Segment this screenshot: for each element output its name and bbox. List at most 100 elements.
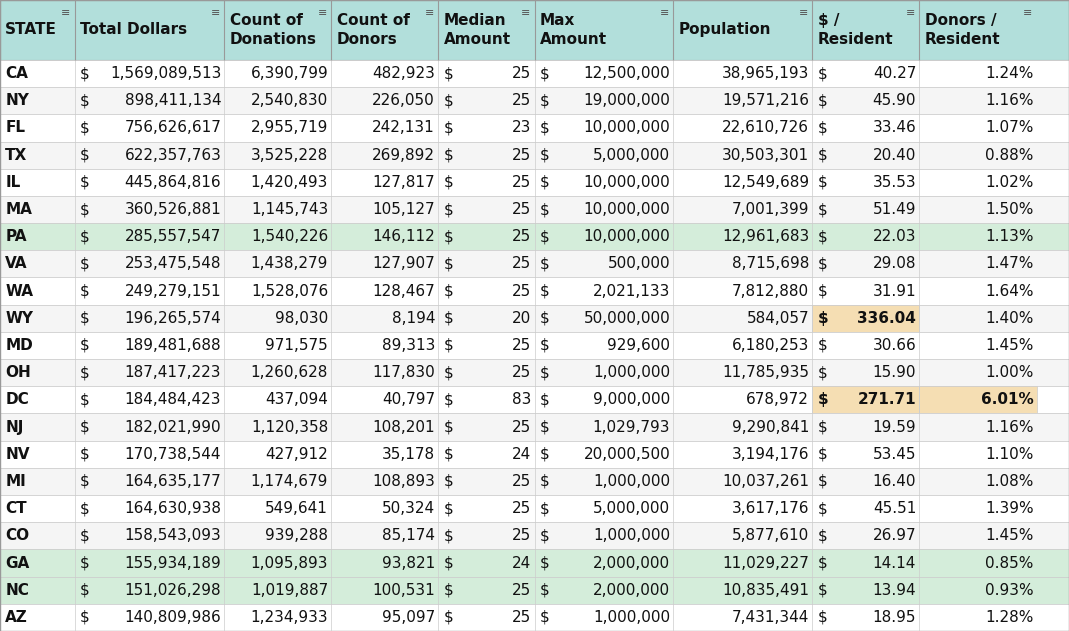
Text: MA: MA [5, 202, 32, 217]
Text: OH: OH [5, 365, 31, 380]
Text: $: $ [818, 311, 828, 326]
Text: 1,029,793: 1,029,793 [593, 420, 670, 435]
Text: PA: PA [5, 229, 27, 244]
Text: DC: DC [5, 392, 29, 408]
Text: 105,127: 105,127 [372, 202, 435, 217]
Text: $: $ [540, 501, 549, 516]
Text: $: $ [444, 148, 453, 163]
Text: 1.10%: 1.10% [986, 447, 1034, 462]
Text: $: $ [80, 175, 90, 190]
Text: 1,145,743: 1,145,743 [251, 202, 328, 217]
Text: 10,000,000: 10,000,000 [584, 202, 670, 217]
Text: $: $ [444, 610, 453, 625]
Text: 482,923: 482,923 [372, 66, 435, 81]
Text: 10,037,261: 10,037,261 [723, 474, 809, 489]
Text: 151,026,298: 151,026,298 [125, 582, 221, 598]
Text: NY: NY [5, 93, 29, 109]
Text: CO: CO [5, 528, 30, 543]
Text: 45.90: 45.90 [872, 93, 916, 109]
Text: 1,000,000: 1,000,000 [593, 528, 670, 543]
Text: 170,738,544: 170,738,544 [125, 447, 221, 462]
Text: 1.45%: 1.45% [986, 528, 1034, 543]
Text: 12,961,683: 12,961,683 [722, 229, 809, 244]
Text: 1.47%: 1.47% [986, 256, 1034, 271]
Text: 23: 23 [512, 121, 531, 136]
Text: $: $ [444, 365, 453, 380]
Text: $: $ [818, 66, 827, 81]
FancyBboxPatch shape [0, 114, 1069, 141]
Text: 0.93%: 0.93% [986, 582, 1034, 598]
Text: 35,178: 35,178 [382, 447, 435, 462]
Text: 1.00%: 1.00% [986, 365, 1034, 380]
Text: 187,417,223: 187,417,223 [125, 365, 221, 380]
Text: $: $ [818, 610, 827, 625]
Text: 1,019,887: 1,019,887 [251, 582, 328, 598]
Text: 3,194,176: 3,194,176 [732, 447, 809, 462]
Text: 1.50%: 1.50% [986, 202, 1034, 217]
FancyBboxPatch shape [0, 359, 1069, 386]
FancyBboxPatch shape [0, 468, 1069, 495]
Text: $: $ [80, 202, 90, 217]
Text: Median
Amount: Median Amount [444, 13, 511, 47]
Text: 189,481,688: 189,481,688 [125, 338, 221, 353]
Text: $: $ [540, 311, 549, 326]
Text: NV: NV [5, 447, 30, 462]
Text: 0.88%: 0.88% [986, 148, 1034, 163]
Text: $: $ [444, 121, 453, 136]
Text: 108,893: 108,893 [372, 474, 435, 489]
Text: 12,500,000: 12,500,000 [584, 66, 670, 81]
Text: MI: MI [5, 474, 26, 489]
Text: 437,094: 437,094 [265, 392, 328, 408]
Text: 1.16%: 1.16% [986, 93, 1034, 109]
Text: $: $ [444, 229, 453, 244]
Text: 11,029,227: 11,029,227 [723, 555, 809, 570]
FancyBboxPatch shape [0, 60, 1069, 87]
Text: $: $ [444, 338, 453, 353]
FancyBboxPatch shape [0, 0, 1069, 60]
Text: 9,290,841: 9,290,841 [732, 420, 809, 435]
FancyBboxPatch shape [0, 196, 1069, 223]
Text: 253,475,548: 253,475,548 [125, 256, 221, 271]
FancyBboxPatch shape [0, 495, 1069, 522]
Text: 1,438,279: 1,438,279 [251, 256, 328, 271]
FancyBboxPatch shape [0, 141, 1069, 168]
Text: 25: 25 [512, 338, 531, 353]
Text: $: $ [540, 121, 549, 136]
Text: 117,830: 117,830 [372, 365, 435, 380]
Text: 127,907: 127,907 [372, 256, 435, 271]
Text: 2,955,719: 2,955,719 [251, 121, 328, 136]
Text: 2,000,000: 2,000,000 [593, 582, 670, 598]
Text: $: $ [818, 283, 827, 298]
Text: 24: 24 [512, 447, 531, 462]
Text: 622,357,763: 622,357,763 [124, 148, 221, 163]
Text: $: $ [540, 256, 549, 271]
Text: 25: 25 [512, 229, 531, 244]
Text: $: $ [818, 392, 828, 408]
Text: 33.46: 33.46 [872, 121, 916, 136]
FancyBboxPatch shape [0, 413, 1069, 440]
Text: 269,892: 269,892 [372, 148, 435, 163]
Text: 1,000,000: 1,000,000 [593, 365, 670, 380]
Text: 7,812,880: 7,812,880 [732, 283, 809, 298]
Text: 3,525,228: 3,525,228 [251, 148, 328, 163]
Text: 249,279,151: 249,279,151 [125, 283, 221, 298]
FancyBboxPatch shape [0, 577, 1069, 604]
Text: 85,174: 85,174 [382, 528, 435, 543]
Text: $: $ [444, 256, 453, 271]
Text: 35.53: 35.53 [872, 175, 916, 190]
Text: 5,000,000: 5,000,000 [593, 148, 670, 163]
Text: $ /
Resident: $ / Resident [818, 13, 894, 47]
FancyBboxPatch shape [919, 386, 1037, 413]
Text: $: $ [818, 501, 827, 516]
Text: 22,610,726: 22,610,726 [723, 121, 809, 136]
Text: 3,617,176: 3,617,176 [732, 501, 809, 516]
Text: $: $ [444, 66, 453, 81]
Text: 16.40: 16.40 [872, 474, 916, 489]
Text: 128,467: 128,467 [372, 283, 435, 298]
Text: 1.40%: 1.40% [986, 311, 1034, 326]
FancyBboxPatch shape [0, 522, 1069, 550]
Text: 108,201: 108,201 [372, 420, 435, 435]
Text: 12,549,689: 12,549,689 [722, 175, 809, 190]
Text: 26.97: 26.97 [872, 528, 916, 543]
Text: $: $ [540, 66, 549, 81]
